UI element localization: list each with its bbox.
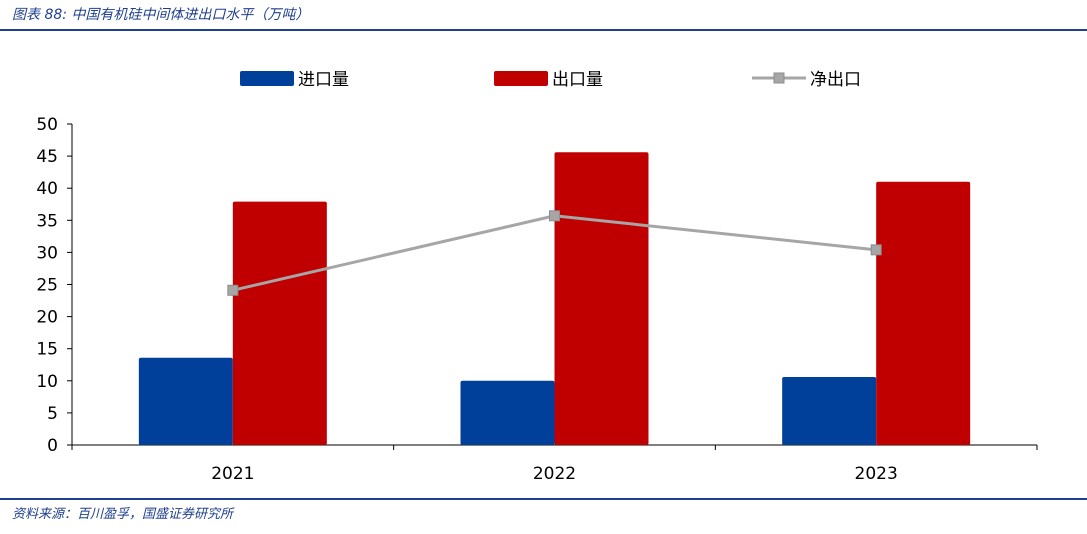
export-bar bbox=[876, 181, 971, 445]
x-tick-label: 2021 bbox=[211, 464, 254, 484]
y-tick-label: 20 bbox=[36, 308, 58, 328]
y-tick-label: 15 bbox=[36, 340, 58, 360]
source-note: 资料来源：百川盈孚，国盛证券研究所 bbox=[12, 507, 234, 522]
legend-label: 进口量 bbox=[298, 70, 349, 90]
net-export-point bbox=[549, 210, 560, 222]
top-rule bbox=[0, 29, 1087, 31]
y-tick-label: 0 bbox=[47, 436, 58, 456]
legend-swatch bbox=[240, 71, 294, 86]
x-axis: 2021 2022 2023 bbox=[71, 444, 1038, 484]
y-tick-label: 25 bbox=[36, 276, 58, 296]
x-tick-label: 2023 bbox=[855, 464, 898, 484]
export-bar bbox=[554, 152, 649, 446]
figure-caption: 图表 88: 中国有机硅中间体进出口水平（万吨） bbox=[12, 7, 310, 23]
y-axis: 0 5 10 15 20 25 30 35 40 45 50 bbox=[36, 115, 73, 456]
y-tick-label: 10 bbox=[36, 372, 58, 392]
y-tick-label: 45 bbox=[36, 147, 58, 167]
legend: 进口量 出口量 净出口 bbox=[240, 70, 861, 90]
y-tick-label: 35 bbox=[36, 211, 58, 231]
bars bbox=[138, 152, 971, 446]
import-bar bbox=[138, 357, 233, 445]
x-tick-label: 2022 bbox=[533, 464, 576, 484]
legend-label: 净出口 bbox=[810, 70, 861, 90]
y-tick-label: 50 bbox=[36, 115, 58, 135]
import-bar bbox=[782, 376, 877, 445]
net-export-point bbox=[227, 284, 239, 296]
bottom-rule bbox=[0, 498, 1087, 500]
export-bar bbox=[232, 201, 327, 445]
y-tick-label: 30 bbox=[36, 243, 58, 263]
net-export-point bbox=[870, 244, 882, 256]
legend-label: 出口量 bbox=[552, 70, 603, 90]
import-bar bbox=[460, 380, 555, 445]
net-export-line bbox=[227, 210, 882, 296]
legend-swatch bbox=[494, 71, 548, 86]
legend-swatch-marker bbox=[773, 72, 785, 84]
y-tick-label: 40 bbox=[36, 179, 58, 199]
y-tick-label: 5 bbox=[47, 404, 58, 424]
